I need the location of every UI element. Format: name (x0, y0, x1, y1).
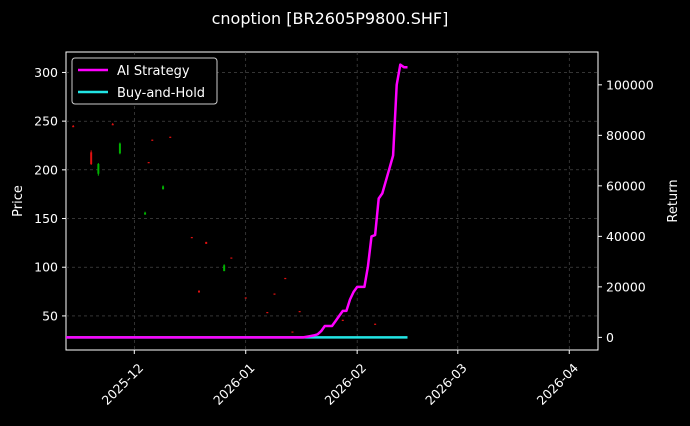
candle (151, 139, 154, 141)
candle (244, 297, 247, 299)
y2-tick-label: 80000 (606, 128, 646, 143)
candle-body (273, 293, 276, 295)
candle (223, 264, 226, 272)
candle-body (111, 124, 114, 126)
y2-tick-label: 0 (606, 330, 614, 345)
candle-body (244, 297, 247, 299)
candle (374, 323, 377, 325)
y-axis-label: Price (11, 185, 26, 217)
candle-body (266, 312, 269, 314)
candle-body (169, 136, 172, 138)
y2-axis-label: Return (666, 179, 681, 222)
candle-body (144, 212, 147, 215)
legend-ai-strategy-label: AI Strategy (117, 64, 190, 79)
y-tick-label: 300 (34, 65, 58, 80)
legend-buy-and-hold-label: Buy-and-Hold (117, 86, 205, 101)
legend-frame (71, 57, 218, 105)
candle (273, 293, 276, 295)
candle-body (230, 257, 233, 259)
x-tick-label: 2025-12 (99, 360, 147, 408)
candle-body (341, 319, 344, 322)
candle (72, 125, 75, 128)
candle-body (223, 265, 226, 272)
candle-body (374, 323, 377, 325)
ai-strategy-line (66, 63, 408, 339)
chart-title: cnoption [BR2605P9800.SHF] (212, 9, 449, 28)
candlestick-series (72, 123, 377, 333)
candle-body (151, 139, 154, 141)
candle (266, 312, 269, 314)
candle (144, 211, 147, 215)
candle-body (198, 290, 200, 293)
candle-body (298, 311, 301, 313)
candle-body (90, 152, 93, 164)
ai-strategy-series (66, 63, 408, 339)
candle (284, 277, 287, 280)
candle (190, 237, 193, 239)
y2-tick-label: 60000 (606, 178, 646, 193)
candle-body (72, 126, 75, 128)
candle (162, 185, 165, 190)
x-tick-label: 2026-01 (210, 360, 258, 408)
x-tick-label: 2026-02 (322, 360, 370, 408)
candle (147, 162, 150, 164)
candle (198, 290, 200, 293)
candle-body (97, 163, 100, 174)
candle-body (118, 143, 121, 154)
y2-tick-label: 40000 (606, 229, 646, 244)
x-tick-label: 2026-04 (534, 360, 582, 408)
candle (298, 311, 301, 313)
x-tick-label: 2026-03 (422, 360, 470, 408)
candle-body (147, 162, 150, 164)
candle (341, 319, 344, 322)
y-tick-label: 100 (34, 260, 58, 275)
candle-body (205, 241, 208, 244)
candle (205, 241, 208, 244)
candle-body (284, 277, 287, 280)
y-tick-label: 50 (42, 308, 58, 323)
candle-body (162, 186, 165, 190)
y2-tick-label: 100000 (606, 77, 654, 92)
y-tick-label: 250 (34, 114, 58, 129)
candle-body (291, 331, 294, 333)
candle (118, 142, 121, 155)
candle (230, 257, 233, 259)
y-tick-label: 200 (34, 162, 58, 177)
candle-body (190, 237, 193, 239)
candle (90, 150, 93, 165)
y2-tick-label: 20000 (606, 279, 646, 294)
legend: AI Strategy Buy-and-Hold (71, 57, 218, 105)
candle (169, 136, 172, 138)
candle (97, 163, 100, 176)
candle (111, 123, 114, 126)
y-tick-label: 150 (34, 211, 58, 226)
candle (291, 331, 294, 333)
